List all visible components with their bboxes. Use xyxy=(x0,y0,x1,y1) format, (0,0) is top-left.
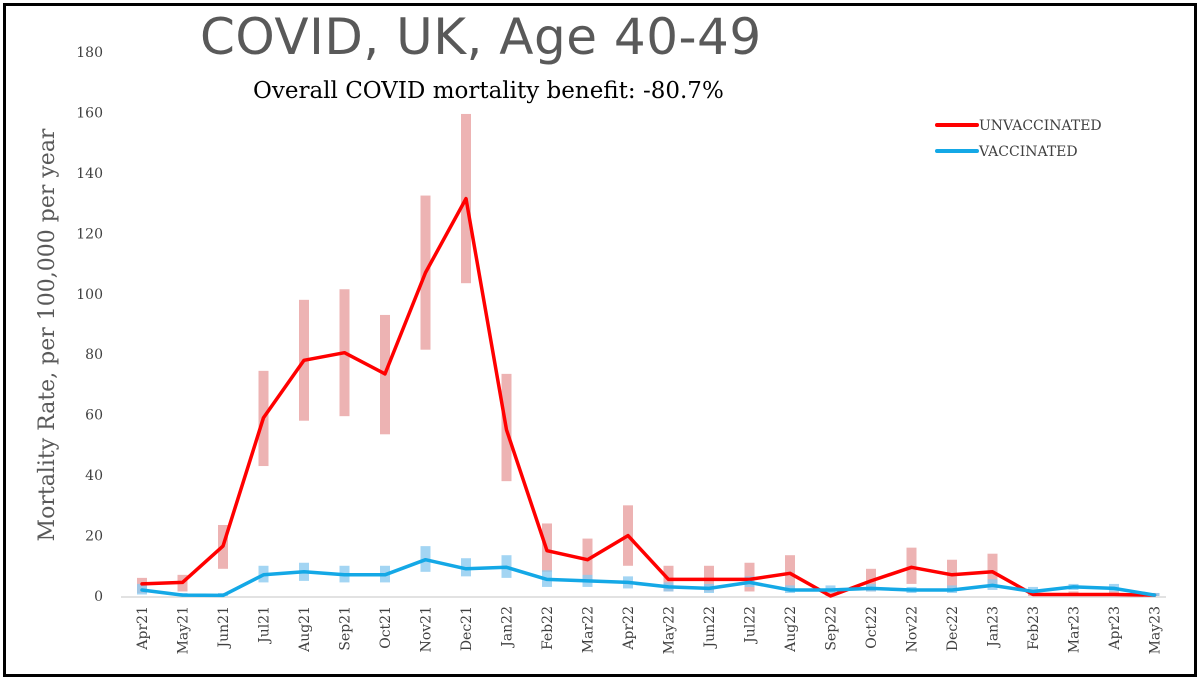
x-tick-label: Jan22 xyxy=(500,606,516,649)
x-tick-label: Mar22 xyxy=(581,606,597,653)
x-tick-label: Jun21 xyxy=(216,606,232,649)
x-tick-label: Apr21 xyxy=(135,606,151,651)
x-tick-label: Sep22 xyxy=(824,606,840,651)
series-line-vaccinated xyxy=(140,557,1157,598)
y-tick-label: 40 xyxy=(85,468,103,484)
x-tick-label: Nov22 xyxy=(905,606,921,652)
y-axis: 0 20 40 60 80 100 120 140 160 180 xyxy=(76,45,103,605)
y-tick-label: 160 xyxy=(76,105,103,121)
x-tick-label: Dec21 xyxy=(459,606,475,651)
ci-bar-unvaccinated xyxy=(987,553,998,586)
legend-label: UNVACCINATED xyxy=(979,118,1102,134)
y-tick-label: 120 xyxy=(76,226,103,242)
x-tick-label: Aug21 xyxy=(297,606,313,653)
x-tick-label: Jul22 xyxy=(743,606,759,645)
x-tick-label: Jul21 xyxy=(257,606,273,645)
x-tick-label: Jun22 xyxy=(702,606,718,649)
x-tick-label: Apr23 xyxy=(1107,606,1123,651)
y-tick-label: 100 xyxy=(76,287,103,303)
chart-subtitle: Overall COVID mortality benefit: -80.7% xyxy=(253,78,724,104)
y-tick-label: 0 xyxy=(94,589,103,605)
x-tick-label: Sep21 xyxy=(338,606,354,651)
y-tick-label: 140 xyxy=(76,166,103,182)
x-tick-label: Aug22 xyxy=(783,606,799,653)
x-tick-label: Oct21 xyxy=(378,606,394,649)
x-tick-label: Oct22 xyxy=(864,606,880,649)
x-tick-label: Feb23 xyxy=(1026,606,1042,650)
y-tick-label: 180 xyxy=(76,45,103,61)
x-tick-label: Apr22 xyxy=(621,606,637,651)
chart-title: COVID, UK, Age 40-49 xyxy=(200,8,762,66)
x-tick-label: May21 xyxy=(176,606,192,654)
series-line-unvaccinated xyxy=(140,196,1157,598)
confidence-intervals xyxy=(137,113,1160,596)
y-tick-label: 60 xyxy=(85,408,103,424)
x-axis: Apr21 May21 Jun21 Jul21 Aug21 Sep21 Oct21 Nov21… xyxy=(121,596,1166,654)
legend: UNVACCINATED VACCINATED xyxy=(935,118,1102,160)
x-tick-label: Jan23 xyxy=(986,606,1002,649)
y-tick-label: 80 xyxy=(85,347,103,363)
x-tick-label: May23 xyxy=(1148,606,1164,654)
x-tick-label: Feb22 xyxy=(540,606,556,650)
legend-label: VACCINATED xyxy=(978,144,1078,160)
x-tick-label: Nov21 xyxy=(419,606,435,652)
x-tick-label: Mar23 xyxy=(1067,606,1083,653)
x-tick-label: Dec22 xyxy=(945,606,961,651)
series-lines xyxy=(140,196,1157,598)
x-tick-label: May22 xyxy=(662,606,678,654)
y-tick-label: 20 xyxy=(85,529,103,545)
y-axis-label: Mortality Rate, per 100,000 per year xyxy=(35,128,60,541)
